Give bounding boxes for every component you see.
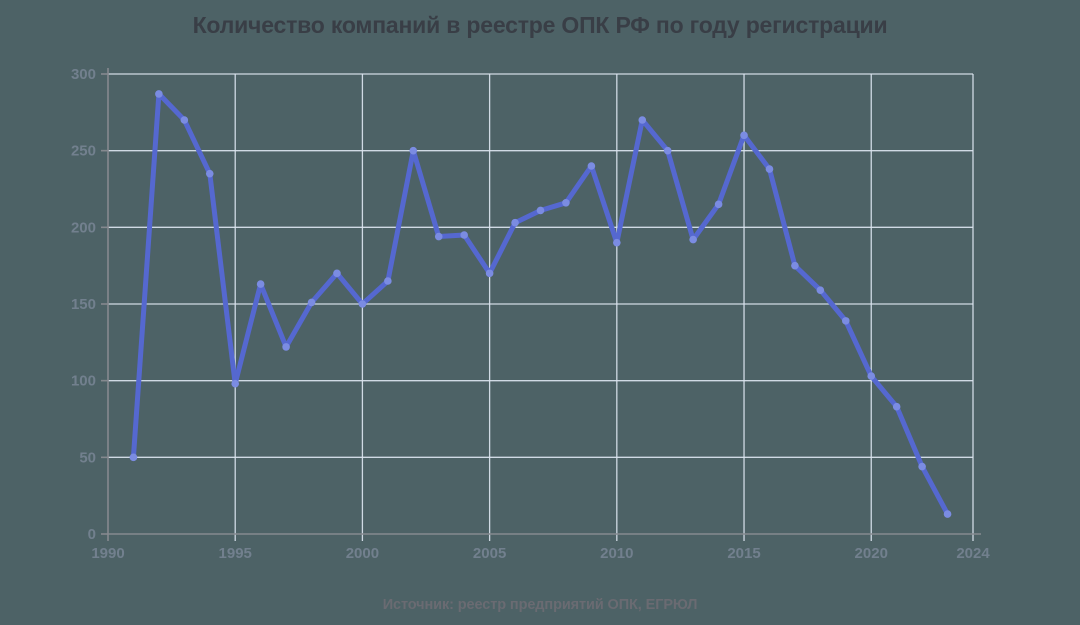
data-point xyxy=(867,372,876,380)
data-point xyxy=(256,280,265,288)
x-tick-label: 2000 xyxy=(346,545,379,562)
data-point xyxy=(460,231,468,239)
data-point xyxy=(129,453,138,462)
data-point xyxy=(765,165,774,173)
data-point xyxy=(791,261,799,270)
x-tick-label: 1990 xyxy=(91,545,124,562)
data-point xyxy=(918,462,926,471)
x-tick-label: 2024 xyxy=(956,545,990,562)
data-point xyxy=(892,402,901,411)
data-point xyxy=(714,200,723,209)
data-point xyxy=(663,146,672,155)
y-tick-label: 200 xyxy=(71,219,96,236)
data-point xyxy=(740,131,748,140)
data-point xyxy=(485,269,494,278)
y-tick-label: 0 xyxy=(88,526,96,543)
source-note: Источник: реестр предприятий ОПК, ЕГРЮЛ xyxy=(382,597,698,613)
data-point xyxy=(282,343,290,351)
x-tick-label: 2010 xyxy=(600,545,633,562)
gridlines xyxy=(108,73,974,541)
data-point xyxy=(562,199,570,207)
data-point xyxy=(155,90,163,98)
chart-title: Количество компаний в реестре ОПК РФ по … xyxy=(192,12,888,38)
data-point xyxy=(689,235,697,244)
data-point xyxy=(434,232,443,241)
x-tick-label: 2005 xyxy=(473,545,506,562)
data-point xyxy=(943,510,952,518)
data-point xyxy=(307,298,316,307)
data-point xyxy=(613,238,621,247)
data-point xyxy=(587,162,596,170)
y-tick-label: 250 xyxy=(71,143,96,160)
tick-labels: 0 50 100 150 200 250 300 1990 1995 2000 2005 2010 20… xyxy=(71,66,990,562)
y-tick-label: 50 xyxy=(79,449,96,466)
y-tick-label: 100 xyxy=(71,373,96,390)
data-point xyxy=(536,206,545,215)
data-points xyxy=(129,90,952,518)
data-point xyxy=(511,218,519,227)
data-point xyxy=(816,286,825,295)
data-point xyxy=(205,169,214,178)
x-tick-label: 2020 xyxy=(855,545,888,562)
x-tick-label: 1995 xyxy=(219,545,252,562)
x-tick-label: 2015 xyxy=(727,545,760,562)
data-point xyxy=(231,379,240,388)
data-point xyxy=(358,300,367,308)
data-point xyxy=(409,146,418,155)
data-point xyxy=(180,116,189,124)
y-tick-label: 150 xyxy=(71,296,96,313)
axes xyxy=(101,68,981,541)
y-tick-label: 300 xyxy=(71,66,96,83)
data-point xyxy=(384,277,392,285)
data-point xyxy=(841,317,850,325)
data-point xyxy=(638,116,647,124)
data-point xyxy=(333,269,341,278)
